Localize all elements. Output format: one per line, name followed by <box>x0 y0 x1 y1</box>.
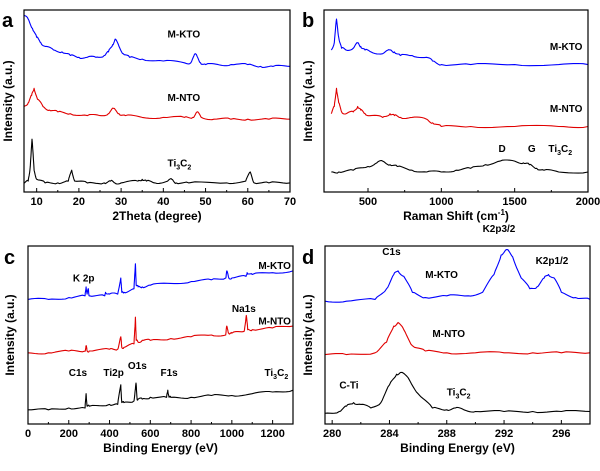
x-tick-label: 2000 <box>576 196 600 208</box>
annotation-label: Na1s <box>232 304 256 315</box>
plot-frame <box>324 245 591 425</box>
x-axis-label: 2Theta (degree) <box>112 209 201 223</box>
annotation-label: C-Ti <box>339 380 358 391</box>
annotation-label: M-NTO <box>168 93 201 104</box>
x-tick-label: 60 <box>242 196 254 208</box>
panel-c: 0 200 400 600 800 1000 1200 Binding Energy (eV)… <box>3 245 294 455</box>
y-axis-label: Intensity (a.u.) <box>301 294 315 375</box>
series-line-m-nto <box>27 314 294 355</box>
panel-a: 10 20 30 40 50 60 70 2Theta (degree) Intensity (… <box>1 9 296 223</box>
x-tick-label: 10 <box>31 196 43 208</box>
x-tick-label: 292 <box>495 428 513 440</box>
plot-frame <box>323 9 589 193</box>
annotation-label: G <box>528 144 536 155</box>
x-tick-label: 284 <box>380 428 399 440</box>
x-tick-label: 0 <box>25 428 31 440</box>
x-tick-label: 288 <box>438 428 456 440</box>
x-tick-label: 200 <box>60 428 78 440</box>
x-tick-label: 70 <box>284 196 296 208</box>
x-tick-label: 20 <box>73 196 85 208</box>
x-tick-label: 40 <box>157 196 169 208</box>
annotation-label: Ti2p <box>103 368 123 379</box>
x-tick-label: 600 <box>141 428 159 440</box>
series-line-m-nto <box>330 87 589 129</box>
series-line-ti3c2 <box>324 371 591 414</box>
x-tick-label: 500 <box>359 196 377 208</box>
x-tick-label: 1000 <box>429 196 453 208</box>
x-tick-label: 280 <box>323 428 341 440</box>
plot-frame <box>27 245 294 425</box>
annotation-label: K2p3/2 <box>483 224 516 235</box>
x-tick-label: 1200 <box>260 428 284 440</box>
series-line-m-kto <box>324 249 591 303</box>
annotation-label: M-NTO <box>258 316 291 327</box>
series-line-m-nto <box>324 321 591 356</box>
x-tick-label: 50 <box>199 196 211 208</box>
x-tick-label: 30 <box>115 196 127 208</box>
x-tick-label: 800 <box>182 428 200 440</box>
panel-tag: d <box>302 247 314 269</box>
annotation-label: C1s <box>69 368 88 379</box>
annotation-label: Ti3C2 <box>264 368 288 381</box>
x-tick-label: 296 <box>552 428 570 440</box>
x-axis-label: Binding Energy (eV) <box>103 441 218 455</box>
x-axis-label: Raman Shift (cm-1) <box>403 208 509 223</box>
y-axis-label: Intensity (a.u.) <box>3 294 17 375</box>
x-tick-label: 400 <box>100 428 118 440</box>
annotation-label: M-KTO <box>258 261 291 272</box>
annotation-label: O1s <box>128 361 147 372</box>
annotation-label: Ti3C2 <box>548 144 572 157</box>
series-line-ti3c2 <box>331 159 589 174</box>
annotation-label: M-KTO <box>168 29 201 40</box>
annotation-label: F1s <box>161 368 179 379</box>
annotation-label: M-NTO <box>432 329 465 340</box>
series-line-m-kto <box>23 14 291 69</box>
annotation-label: K2p1/2 <box>536 256 569 267</box>
panel-tag: b <box>302 10 314 32</box>
y-axis-label: Intensity (a.u.) <box>301 60 315 141</box>
x-axis-label: Binding Energy (eV) <box>400 441 515 455</box>
series-line-m-nto <box>23 87 291 121</box>
series-line-ti3c2 <box>28 382 294 411</box>
series-line-m-kto <box>27 263 294 300</box>
panel-d: 280 284 288 292 296 Binding Energy (eV) Intens… <box>301 224 591 455</box>
y-axis-label: Intensity (a.u.) <box>1 60 15 141</box>
annotation-label: M-KTO <box>550 42 583 53</box>
panel-b: 500 1000 1500 2000 Raman Shift (cm-1) Intensi… <box>301 9 600 223</box>
annotation-label: D <box>499 144 506 155</box>
annotation-label: K 2p <box>73 274 95 285</box>
x-tick-label: 1000 <box>220 428 244 440</box>
annotation-label: M-NTO <box>550 104 583 115</box>
series-line-ti3c2 <box>23 138 291 185</box>
panel-tag: a <box>2 10 14 32</box>
plot-frame <box>23 9 291 193</box>
panel-tag: c <box>4 247 15 269</box>
annotation-label: C1s <box>382 247 401 258</box>
x-tick-label: 1500 <box>502 196 526 208</box>
annotation-label: M-KTO <box>425 270 458 281</box>
annotation-label: Ti3C2 <box>168 159 192 172</box>
series-line-m-kto <box>330 18 589 67</box>
annotation-label: Ti3C2 <box>447 388 471 401</box>
